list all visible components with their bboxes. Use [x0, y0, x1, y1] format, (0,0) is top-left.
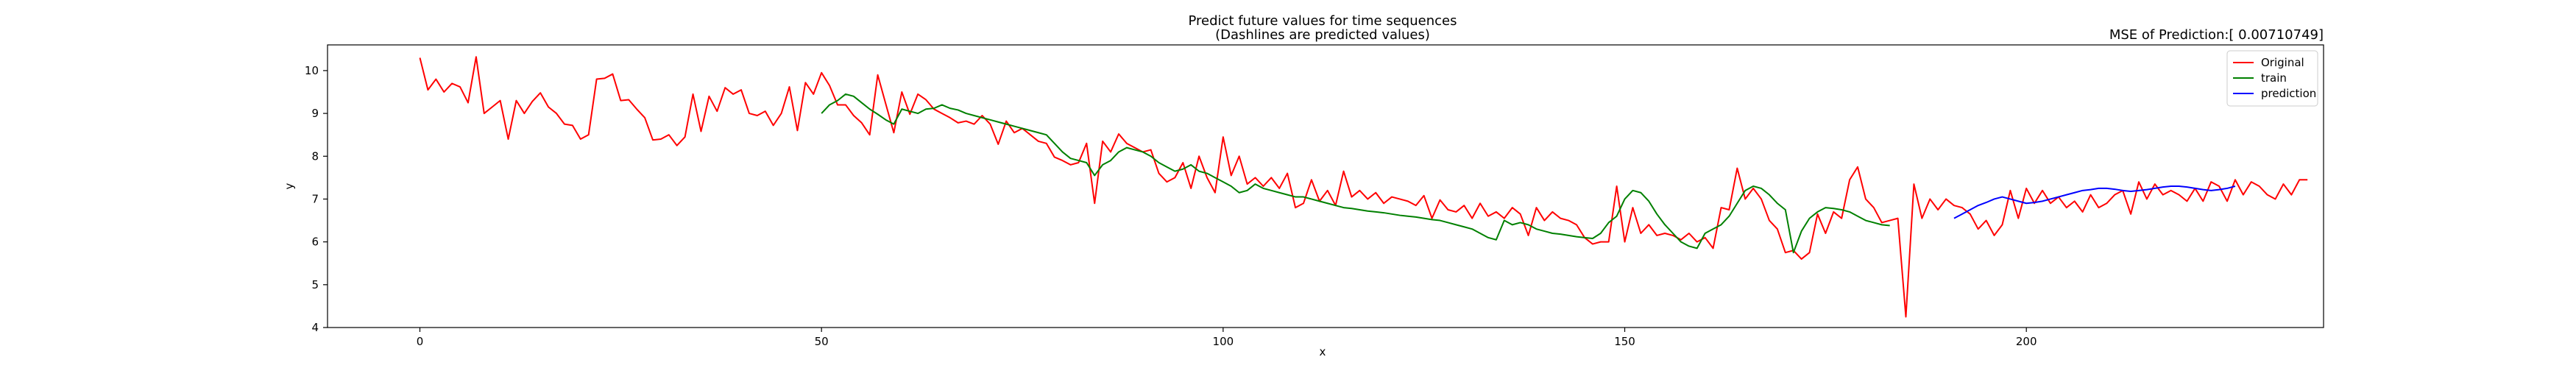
- series-line-train: [821, 93, 1890, 254]
- y-tick-label: 6: [311, 236, 319, 249]
- legend-box: [2226, 50, 2318, 107]
- x-tick-label: 0: [417, 335, 424, 348]
- x-axis-label: x: [1320, 345, 1326, 358]
- x-tick-label: 50: [815, 335, 829, 348]
- x-tick-label: 150: [1614, 335, 1635, 348]
- series-layer: [419, 56, 2308, 318]
- y-tick-label: 4: [311, 321, 319, 334]
- series-line-prediction: [1953, 185, 2236, 219]
- mse-annotation: MSE of Prediction:[ 0.00710749]: [2109, 27, 2324, 43]
- plot-frame: [327, 44, 2324, 328]
- chart-subtitle: (Dashlines are predicted values): [1215, 27, 1430, 43]
- series-line-original: [419, 56, 2308, 318]
- x-tick-label: 200: [2016, 335, 2037, 348]
- y-tick-label: 9: [311, 107, 319, 120]
- x-axis: 0 50 100 150 200: [417, 328, 2037, 348]
- y-tick-label: 5: [311, 278, 319, 291]
- y-axis: 4 5 6 7 8 9 10: [305, 64, 328, 334]
- chart-title: Predict future values for time sequences: [1189, 13, 1457, 29]
- x-tick-label: 100: [1213, 335, 1234, 348]
- legend-label: prediction: [2261, 87, 2316, 100]
- legend-label: train: [2261, 71, 2287, 85]
- y-axis-label: y: [283, 183, 296, 189]
- legend-label: Original: [2261, 56, 2304, 69]
- legend: Original train prediction: [2226, 50, 2318, 107]
- y-tick-label: 7: [311, 192, 319, 205]
- y-tick-label: 8: [311, 149, 319, 163]
- y-tick-label: 10: [305, 64, 319, 77]
